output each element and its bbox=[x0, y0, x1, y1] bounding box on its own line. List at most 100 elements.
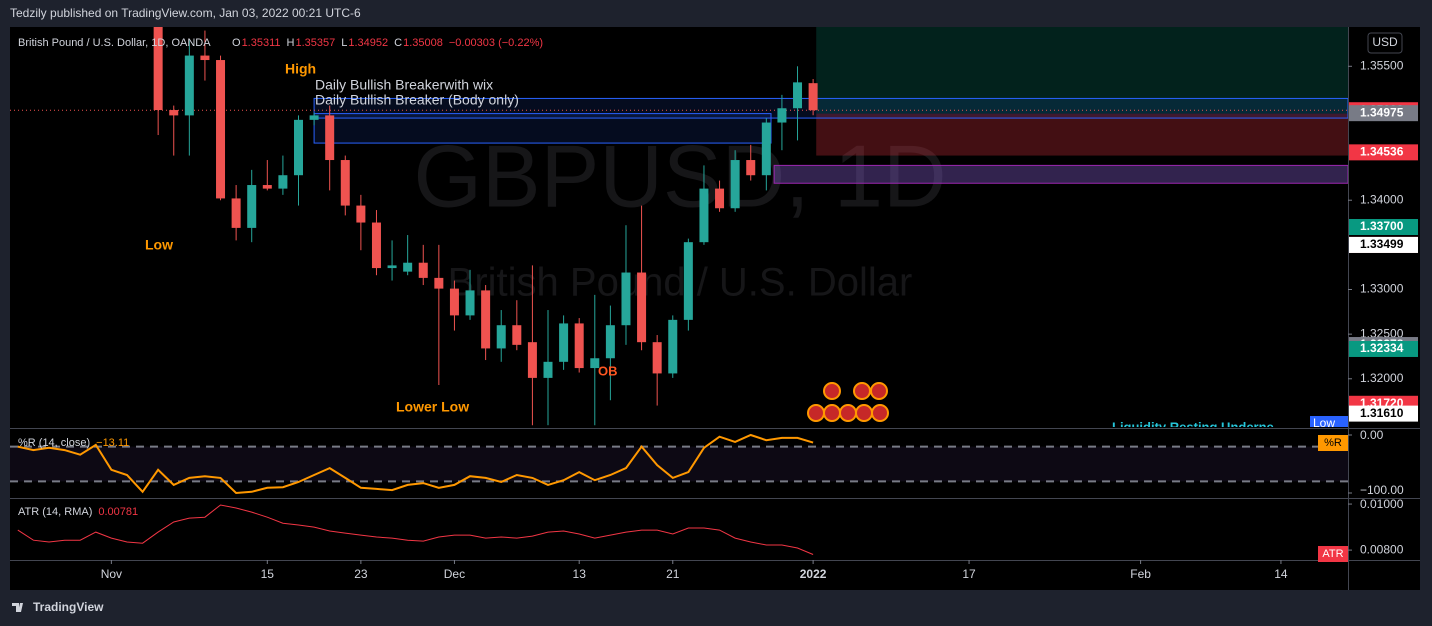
event-icon bbox=[853, 382, 871, 400]
indicator-line bbox=[17, 504, 814, 555]
indicator-value: −13.11 bbox=[96, 437, 129, 449]
price-badge bbox=[1349, 219, 1418, 235]
candle-body bbox=[761, 122, 771, 176]
candle-body bbox=[715, 188, 725, 209]
annotation: Low bbox=[1313, 416, 1335, 430]
candle-body bbox=[777, 108, 787, 123]
candle-body bbox=[278, 175, 288, 189]
tv-logo bbox=[12, 603, 23, 612]
x-tick-label: 17 bbox=[962, 567, 976, 581]
currency-button[interactable] bbox=[1367, 32, 1403, 54]
ohlc-key: C bbox=[394, 37, 402, 49]
symbol-legend: British Pound / U.S. Dollar, 1D, OANDA bbox=[18, 37, 211, 49]
y-tick-label: 1.35500 bbox=[1360, 58, 1404, 72]
price-badge bbox=[1349, 105, 1418, 122]
ohlc-value: 1.35357 bbox=[295, 37, 335, 49]
annotation: Lower Low bbox=[396, 399, 469, 415]
candle-body bbox=[543, 361, 553, 378]
candle-body bbox=[387, 265, 397, 269]
candle-body bbox=[309, 115, 319, 120]
candle-body bbox=[153, 27, 163, 111]
candle-body bbox=[746, 160, 756, 176]
currency-label: USD bbox=[1372, 35, 1398, 49]
candle-body bbox=[605, 325, 615, 359]
zone bbox=[816, 113, 1348, 156]
annotation: Low bbox=[145, 237, 173, 253]
candle-body bbox=[403, 262, 413, 272]
event-icon bbox=[807, 404, 825, 422]
candle-body bbox=[574, 323, 584, 369]
annotation: Daily Bullish Breakerwith wix bbox=[315, 77, 493, 93]
indicator-line bbox=[17, 433, 814, 495]
candle-body bbox=[293, 119, 303, 176]
watermark: British Pound / U.S. Dollar bbox=[448, 261, 913, 305]
candle-body bbox=[621, 272, 631, 326]
ohlc-key: O bbox=[232, 37, 241, 49]
atr-pane: ATR (14, RMA) 0.00781 bbox=[17, 504, 814, 555]
change-value: −0.00303 (−0.22%) bbox=[449, 37, 543, 49]
event-icon bbox=[823, 382, 841, 400]
ohlc-value: 1.34952 bbox=[348, 37, 388, 49]
x-tick-label: 15 bbox=[261, 567, 275, 581]
candle-body bbox=[527, 342, 537, 378]
price-badge-label: 1.32334 bbox=[1360, 341, 1404, 355]
annotation: Daily Bullish Breaker (Body only) bbox=[315, 92, 519, 108]
candle-body bbox=[231, 198, 241, 228]
price-badge-label: 1.31610 bbox=[1360, 406, 1404, 420]
publish-info: Tedzily published on TradingView.com, Ja… bbox=[10, 6, 361, 20]
price-badge-label: 1.34975 bbox=[1360, 105, 1404, 119]
axes: 1.355001.340001.330001.325001.320001.350… bbox=[101, 58, 1418, 581]
indicator-value: 0.00781 bbox=[98, 506, 138, 518]
annotation: Liquidity Resting Underne bbox=[1112, 419, 1274, 434]
label-badge bbox=[1310, 416, 1348, 427]
williams-r-pane: %R (14, close) −13.11 bbox=[10, 433, 1348, 495]
ohlc-value: 1.35008 bbox=[403, 37, 443, 49]
x-tick-label: Dec bbox=[444, 567, 465, 581]
event-icon bbox=[855, 404, 873, 422]
x-tick-label: 23 bbox=[354, 567, 368, 581]
candle-body bbox=[559, 323, 569, 362]
x-tick-label: Nov bbox=[101, 567, 122, 581]
candle-body bbox=[216, 60, 226, 199]
candle-body bbox=[325, 115, 335, 161]
y-tick-label: 1.32500 bbox=[1360, 326, 1404, 340]
y-tick-label: 0.00 bbox=[1360, 428, 1384, 442]
price-badge bbox=[1349, 144, 1418, 161]
candle-body bbox=[496, 325, 506, 349]
x-tick-label: 13 bbox=[573, 567, 587, 581]
candle-body bbox=[340, 160, 350, 206]
ohlc-value: 1.35311 bbox=[242, 37, 281, 49]
price-badge bbox=[1349, 236, 1418, 253]
zone bbox=[773, 164, 1348, 184]
y-tick-label: 1.33000 bbox=[1360, 282, 1404, 296]
y-tick-label: 0.01000 bbox=[1360, 497, 1404, 511]
candle-body bbox=[652, 342, 662, 374]
event-icon bbox=[870, 382, 888, 400]
candle-body bbox=[465, 290, 475, 316]
zone bbox=[313, 113, 772, 144]
annotation: High bbox=[285, 61, 316, 77]
x-tick-label: 14 bbox=[1274, 567, 1288, 581]
indicator-name: ATR (14, RMA) bbox=[18, 506, 92, 518]
y-tick-label: 1.32000 bbox=[1360, 371, 1404, 385]
y-tick-label: 1.34000 bbox=[1360, 192, 1404, 206]
price-badge bbox=[1349, 405, 1418, 422]
candle-body bbox=[434, 277, 444, 289]
candle-body bbox=[590, 358, 600, 369]
candle-body bbox=[247, 185, 257, 228]
y-tick-label: −100.00 bbox=[1360, 483, 1404, 497]
event-icon bbox=[823, 404, 841, 422]
candle-body bbox=[668, 319, 678, 374]
candle-body bbox=[481, 290, 491, 349]
x-tick-label: 2022 bbox=[800, 567, 827, 581]
ohlc-key: L bbox=[341, 37, 347, 49]
candle-body bbox=[699, 188, 709, 243]
candle-body bbox=[169, 110, 179, 116]
indicator-badge-label: %R bbox=[1324, 437, 1342, 449]
chart-background bbox=[10, 27, 1420, 590]
candle-body bbox=[637, 272, 647, 343]
indicator-name: %R (14, close) bbox=[18, 437, 90, 449]
